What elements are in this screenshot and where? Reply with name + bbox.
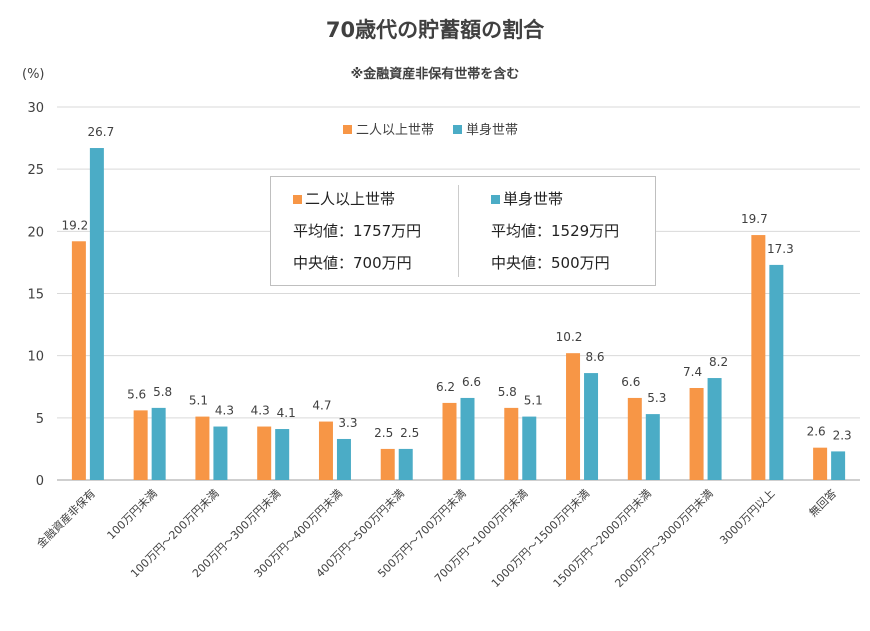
bar bbox=[566, 353, 581, 480]
data-label: 6.6 bbox=[621, 375, 640, 389]
bar bbox=[89, 148, 104, 480]
bar bbox=[151, 407, 166, 480]
chart-subtitle: ※金融資産非保有世帯を含む bbox=[351, 66, 520, 82]
data-label: 19.2 bbox=[62, 218, 89, 232]
y-tick-label: 25 bbox=[27, 163, 44, 178]
y-tick-label: 10 bbox=[27, 350, 44, 365]
bar bbox=[380, 448, 395, 480]
legend-swatch bbox=[343, 125, 352, 134]
bar bbox=[213, 426, 228, 480]
bar bbox=[504, 407, 519, 480]
bar bbox=[318, 421, 333, 480]
bar bbox=[627, 397, 642, 480]
data-label: 5.1 bbox=[189, 394, 208, 408]
bar bbox=[584, 373, 599, 480]
y-tick-label: 20 bbox=[27, 225, 44, 240]
bar bbox=[71, 241, 86, 480]
bar bbox=[813, 447, 828, 480]
legend-swatch bbox=[453, 125, 462, 134]
data-label: 4.3 bbox=[251, 404, 270, 418]
summary-right-name: 単身世帯 bbox=[503, 190, 564, 208]
data-label: 17.3 bbox=[767, 242, 794, 256]
data-label: 26.7 bbox=[88, 125, 115, 139]
bar bbox=[275, 429, 290, 480]
bar bbox=[257, 426, 272, 480]
data-label: 5.8 bbox=[153, 385, 172, 399]
data-label: 5.1 bbox=[524, 394, 543, 408]
bar bbox=[751, 235, 766, 480]
bar bbox=[707, 378, 722, 480]
summary-box: 二人以上世帯 平均値：1757万円 中央値：700万円 単身世帯 平均値：152… bbox=[270, 176, 656, 286]
bar bbox=[689, 387, 704, 480]
data-label: 19.7 bbox=[741, 212, 768, 226]
bar bbox=[769, 264, 784, 480]
data-label: 2.5 bbox=[400, 426, 419, 440]
bar bbox=[831, 451, 846, 480]
data-label: 7.4 bbox=[683, 365, 702, 379]
chart-title: 70歳代の貯蓄額の割合 bbox=[326, 18, 545, 42]
y-axis-label: (%) bbox=[22, 67, 45, 82]
summary-left-mean: 平均値：1757万円 bbox=[293, 222, 422, 240]
x-tick-label: 100万円未満 bbox=[105, 487, 160, 542]
x-tick-label: 無回答 bbox=[806, 486, 839, 519]
data-label: 4.3 bbox=[215, 404, 234, 418]
bar bbox=[645, 414, 660, 480]
legend-label: 単身世帯 bbox=[466, 122, 518, 138]
legend-swatch-icon bbox=[491, 195, 500, 204]
summary-right-mean: 平均値：1529万円 bbox=[491, 222, 620, 240]
bar bbox=[195, 416, 210, 480]
data-label: 2.6 bbox=[807, 425, 826, 439]
x-tick-label: 金融資産非保有 bbox=[34, 486, 98, 550]
summary-left-name: 二人以上世帯 bbox=[305, 190, 396, 208]
data-label: 2.5 bbox=[374, 426, 393, 440]
bar bbox=[336, 438, 351, 480]
data-label: 5.8 bbox=[498, 385, 517, 399]
summary-left-median: 中央値：700万円 bbox=[293, 254, 412, 272]
data-label: 5.3 bbox=[647, 391, 666, 405]
y-tick-label: 0 bbox=[36, 474, 44, 489]
bar bbox=[460, 397, 475, 480]
y-tick-label: 30 bbox=[27, 101, 44, 116]
data-label: 8.2 bbox=[709, 355, 728, 369]
y-tick-label: 15 bbox=[27, 288, 44, 303]
bar bbox=[133, 410, 148, 480]
x-tick-label: 3000万円以上 bbox=[717, 487, 777, 547]
legend-label: 二人以上世帯 bbox=[356, 123, 434, 138]
data-label: 3.3 bbox=[338, 416, 357, 430]
divider bbox=[458, 185, 459, 277]
legend-swatch-icon bbox=[293, 195, 302, 204]
data-label: 2.3 bbox=[833, 428, 852, 442]
data-label: 4.7 bbox=[312, 399, 331, 413]
data-label: 6.2 bbox=[436, 380, 455, 394]
bar bbox=[522, 416, 537, 480]
bar bbox=[442, 402, 457, 480]
data-label: 10.2 bbox=[556, 330, 583, 344]
y-tick-label: 5 bbox=[36, 412, 44, 427]
data-label: 4.1 bbox=[277, 406, 296, 420]
summary-right-median: 中央値：500万円 bbox=[491, 254, 610, 272]
bar bbox=[398, 448, 413, 480]
data-label: 5.6 bbox=[127, 387, 146, 401]
data-label: 8.6 bbox=[585, 350, 604, 364]
data-label: 6.6 bbox=[462, 375, 481, 389]
